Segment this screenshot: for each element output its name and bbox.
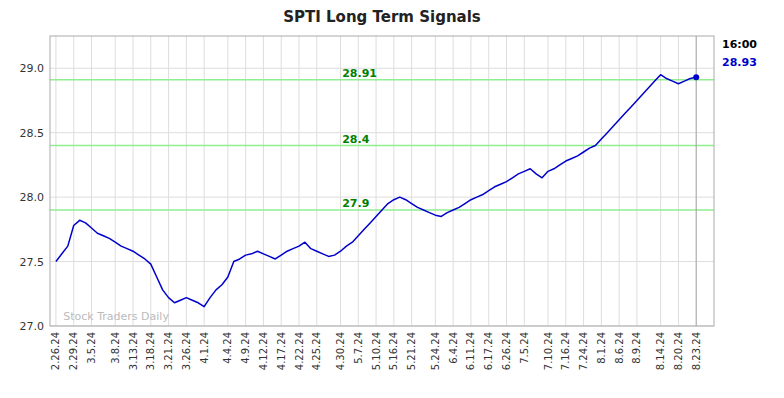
watermark: Stock Traders Daily xyxy=(63,310,169,323)
y-tick-label: 29.0 xyxy=(20,62,45,75)
x-tick-label: 4.30.24 xyxy=(335,332,346,370)
x-tick-label: 4.4.24 xyxy=(222,332,233,364)
price-line xyxy=(56,75,696,307)
x-tick-label: 3.26.24 xyxy=(181,332,192,370)
x-tick-label: 7.10.24 xyxy=(543,332,554,370)
plot-frame xyxy=(50,36,714,326)
chart: 27.0 27.5 28.0 28.5 29.0 2.26.24 2.29.24 3.5.24… xyxy=(0,0,784,398)
x-tick-label: 7.5.24 xyxy=(519,332,530,364)
plot-background xyxy=(50,36,714,326)
x-tick-label: 2.29.24 xyxy=(68,332,79,370)
y-grid-line xyxy=(50,132,714,133)
signal-label: 28.91 xyxy=(342,67,377,80)
x-tick-label: 4.17.24 xyxy=(276,332,287,370)
x-tick-label: 5.24.24 xyxy=(430,332,441,370)
y-grid-line xyxy=(50,197,714,198)
y-grid-line xyxy=(50,261,714,262)
x-tick-label: 7.24.24 xyxy=(578,332,589,370)
x-tick-label: 6.17.24 xyxy=(483,332,494,370)
x-tick-label: 8.1.24 xyxy=(596,332,607,364)
x-tick-label: 8.14.24 xyxy=(655,332,666,370)
x-tick-label: 4.22.24 xyxy=(294,332,305,370)
x-tick-label: 5.10.24 xyxy=(371,332,382,370)
x-tick-label: 4.12.24 xyxy=(258,332,269,370)
y-tick-label: 27.5 xyxy=(20,256,45,269)
y-grid-line xyxy=(50,68,714,69)
x-tick-label: 7.16.24 xyxy=(560,332,571,370)
last-label: 16:00 xyxy=(722,38,757,51)
x-tick-label: 3.21.24 xyxy=(163,332,174,370)
x-tick-label: 3.18.24 xyxy=(145,332,156,370)
x-tick-label: 8.20.24 xyxy=(673,332,684,370)
last-label: 28.93 xyxy=(722,56,757,69)
y-tick-label: 28.0 xyxy=(20,191,45,204)
x-tick-label: 8.9.24 xyxy=(631,332,642,364)
signal-label: 27.9 xyxy=(342,197,369,210)
x-tick-label: 3.5.24 xyxy=(86,332,97,364)
x-tick-label: 2.26.24 xyxy=(50,332,61,370)
signal-line xyxy=(50,79,714,81)
x-tick-label: 3.8.24 xyxy=(110,332,121,364)
x-tick-label: 3.13.24 xyxy=(128,332,139,370)
grid xyxy=(50,36,714,326)
x-tick-label: 6.4.24 xyxy=(448,332,459,364)
y-tick-label: 28.5 xyxy=(20,127,45,140)
x-tick-label: 8.6.24 xyxy=(614,332,625,364)
x-tick-label: 4.1.24 xyxy=(199,332,210,364)
last-point xyxy=(693,74,699,80)
x-tick-label: 4.9.24 xyxy=(240,332,251,364)
signal-line xyxy=(50,145,714,147)
x-tick-label: 5.7.24 xyxy=(353,332,364,364)
x-tick-label: 4.25.24 xyxy=(311,332,322,370)
x-tick-label: 8.23.24 xyxy=(691,332,702,370)
y-tick-label: 27.0 xyxy=(20,320,45,333)
title: SPTI Long Term Signals xyxy=(283,8,481,26)
x-tick-label: 6.11.24 xyxy=(465,332,476,370)
x-tick-label: 5.16.24 xyxy=(388,332,399,370)
x-tick-label: 5.21.24 xyxy=(406,332,417,370)
plot-area xyxy=(50,36,714,326)
x-tick-label: 6.26.24 xyxy=(501,332,512,370)
signal-label: 28.4 xyxy=(342,133,369,146)
